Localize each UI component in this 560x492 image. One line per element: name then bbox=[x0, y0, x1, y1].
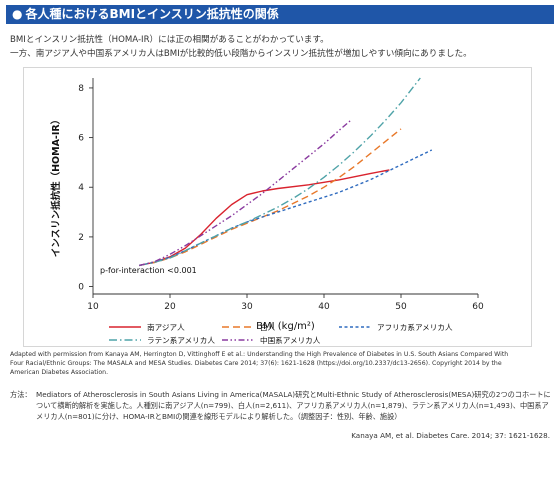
y-tick-label: 6 bbox=[78, 134, 84, 144]
p-value-annotation: p-for-interaction <0.001 bbox=[100, 266, 197, 275]
adapted-line-3: American Diabetes Association. bbox=[10, 369, 109, 377]
legend-label: アフリカ系アメリカ人 bbox=[377, 322, 453, 332]
x-tick-label: 40 bbox=[318, 302, 330, 312]
intro-line-2: 一方、南アジア人や中国系アメリカ人はBMIが比較的低い段階からインスリン抵抗性が… bbox=[10, 49, 472, 59]
y-tick-label: 2 bbox=[78, 233, 84, 243]
x-tick-label: 30 bbox=[241, 302, 253, 312]
chart-svg: 10 20 30 40 50 60 0 2 4 6 8 BMI (kg/m²) インスリン抵抗性（HOM… bbox=[50, 77, 484, 345]
series-line-5 bbox=[139, 119, 352, 267]
adapted-line-2: Four Racial/Ethnic Groups: The MASALA an… bbox=[10, 360, 502, 368]
method-body: Mediators of Atherosclerosis in South As… bbox=[36, 390, 551, 422]
title-banner: ● 各人種におけるBMIとインスリン抵抗性の関係 bbox=[6, 5, 554, 24]
x-tick-label: 60 bbox=[472, 302, 484, 312]
intro-text: BMIとインスリン抵抗性（HOMA-IR）には正の相関があることがわかっています… bbox=[10, 33, 550, 61]
method-label: 方法： bbox=[10, 390, 32, 399]
x-tick-label: 20 bbox=[164, 302, 176, 312]
page-title: 各人種におけるBMIとインスリン抵抗性の関係 bbox=[25, 7, 279, 21]
series-line-1 bbox=[139, 169, 390, 267]
x-tick-label: 10 bbox=[87, 302, 99, 312]
y-tick-label: 8 bbox=[78, 84, 84, 94]
series-line-2 bbox=[139, 128, 402, 267]
y-tick-label: 0 bbox=[78, 283, 84, 293]
bullet-icon: ● bbox=[12, 7, 23, 21]
adapted-line-1: Adapted with permission from Kanaya AM, … bbox=[10, 351, 509, 358]
legend-label: 中国系アメリカ人 bbox=[260, 335, 321, 345]
legend-label: 白人 bbox=[260, 322, 276, 332]
chart-panel: 10 20 30 40 50 60 0 2 4 6 8 BMI (kg/m²) インスリン抵抗性（HOM… bbox=[23, 67, 532, 347]
x-axis-label: BMI (kg/m²) bbox=[256, 321, 315, 332]
y-tick-label: 4 bbox=[78, 183, 84, 193]
citation: Kanaya AM, et al. Diabetes Care. 2014; 3… bbox=[351, 431, 550, 440]
intro-line-1: BMIとインスリン抵抗性（HOMA-IR）には正の相関があることがわかっています… bbox=[10, 35, 329, 45]
legend-label: ラテン系アメリカ人 bbox=[147, 335, 215, 345]
x-tick-label: 50 bbox=[395, 302, 407, 312]
legend-label: 南アジア人 bbox=[147, 322, 185, 332]
series-line-4 bbox=[139, 77, 421, 267]
y-axis-label: インスリン抵抗性（HOMA-IR） bbox=[50, 115, 62, 257]
adapted-note: Adapted with permission from Kanaya AM, … bbox=[10, 350, 550, 378]
